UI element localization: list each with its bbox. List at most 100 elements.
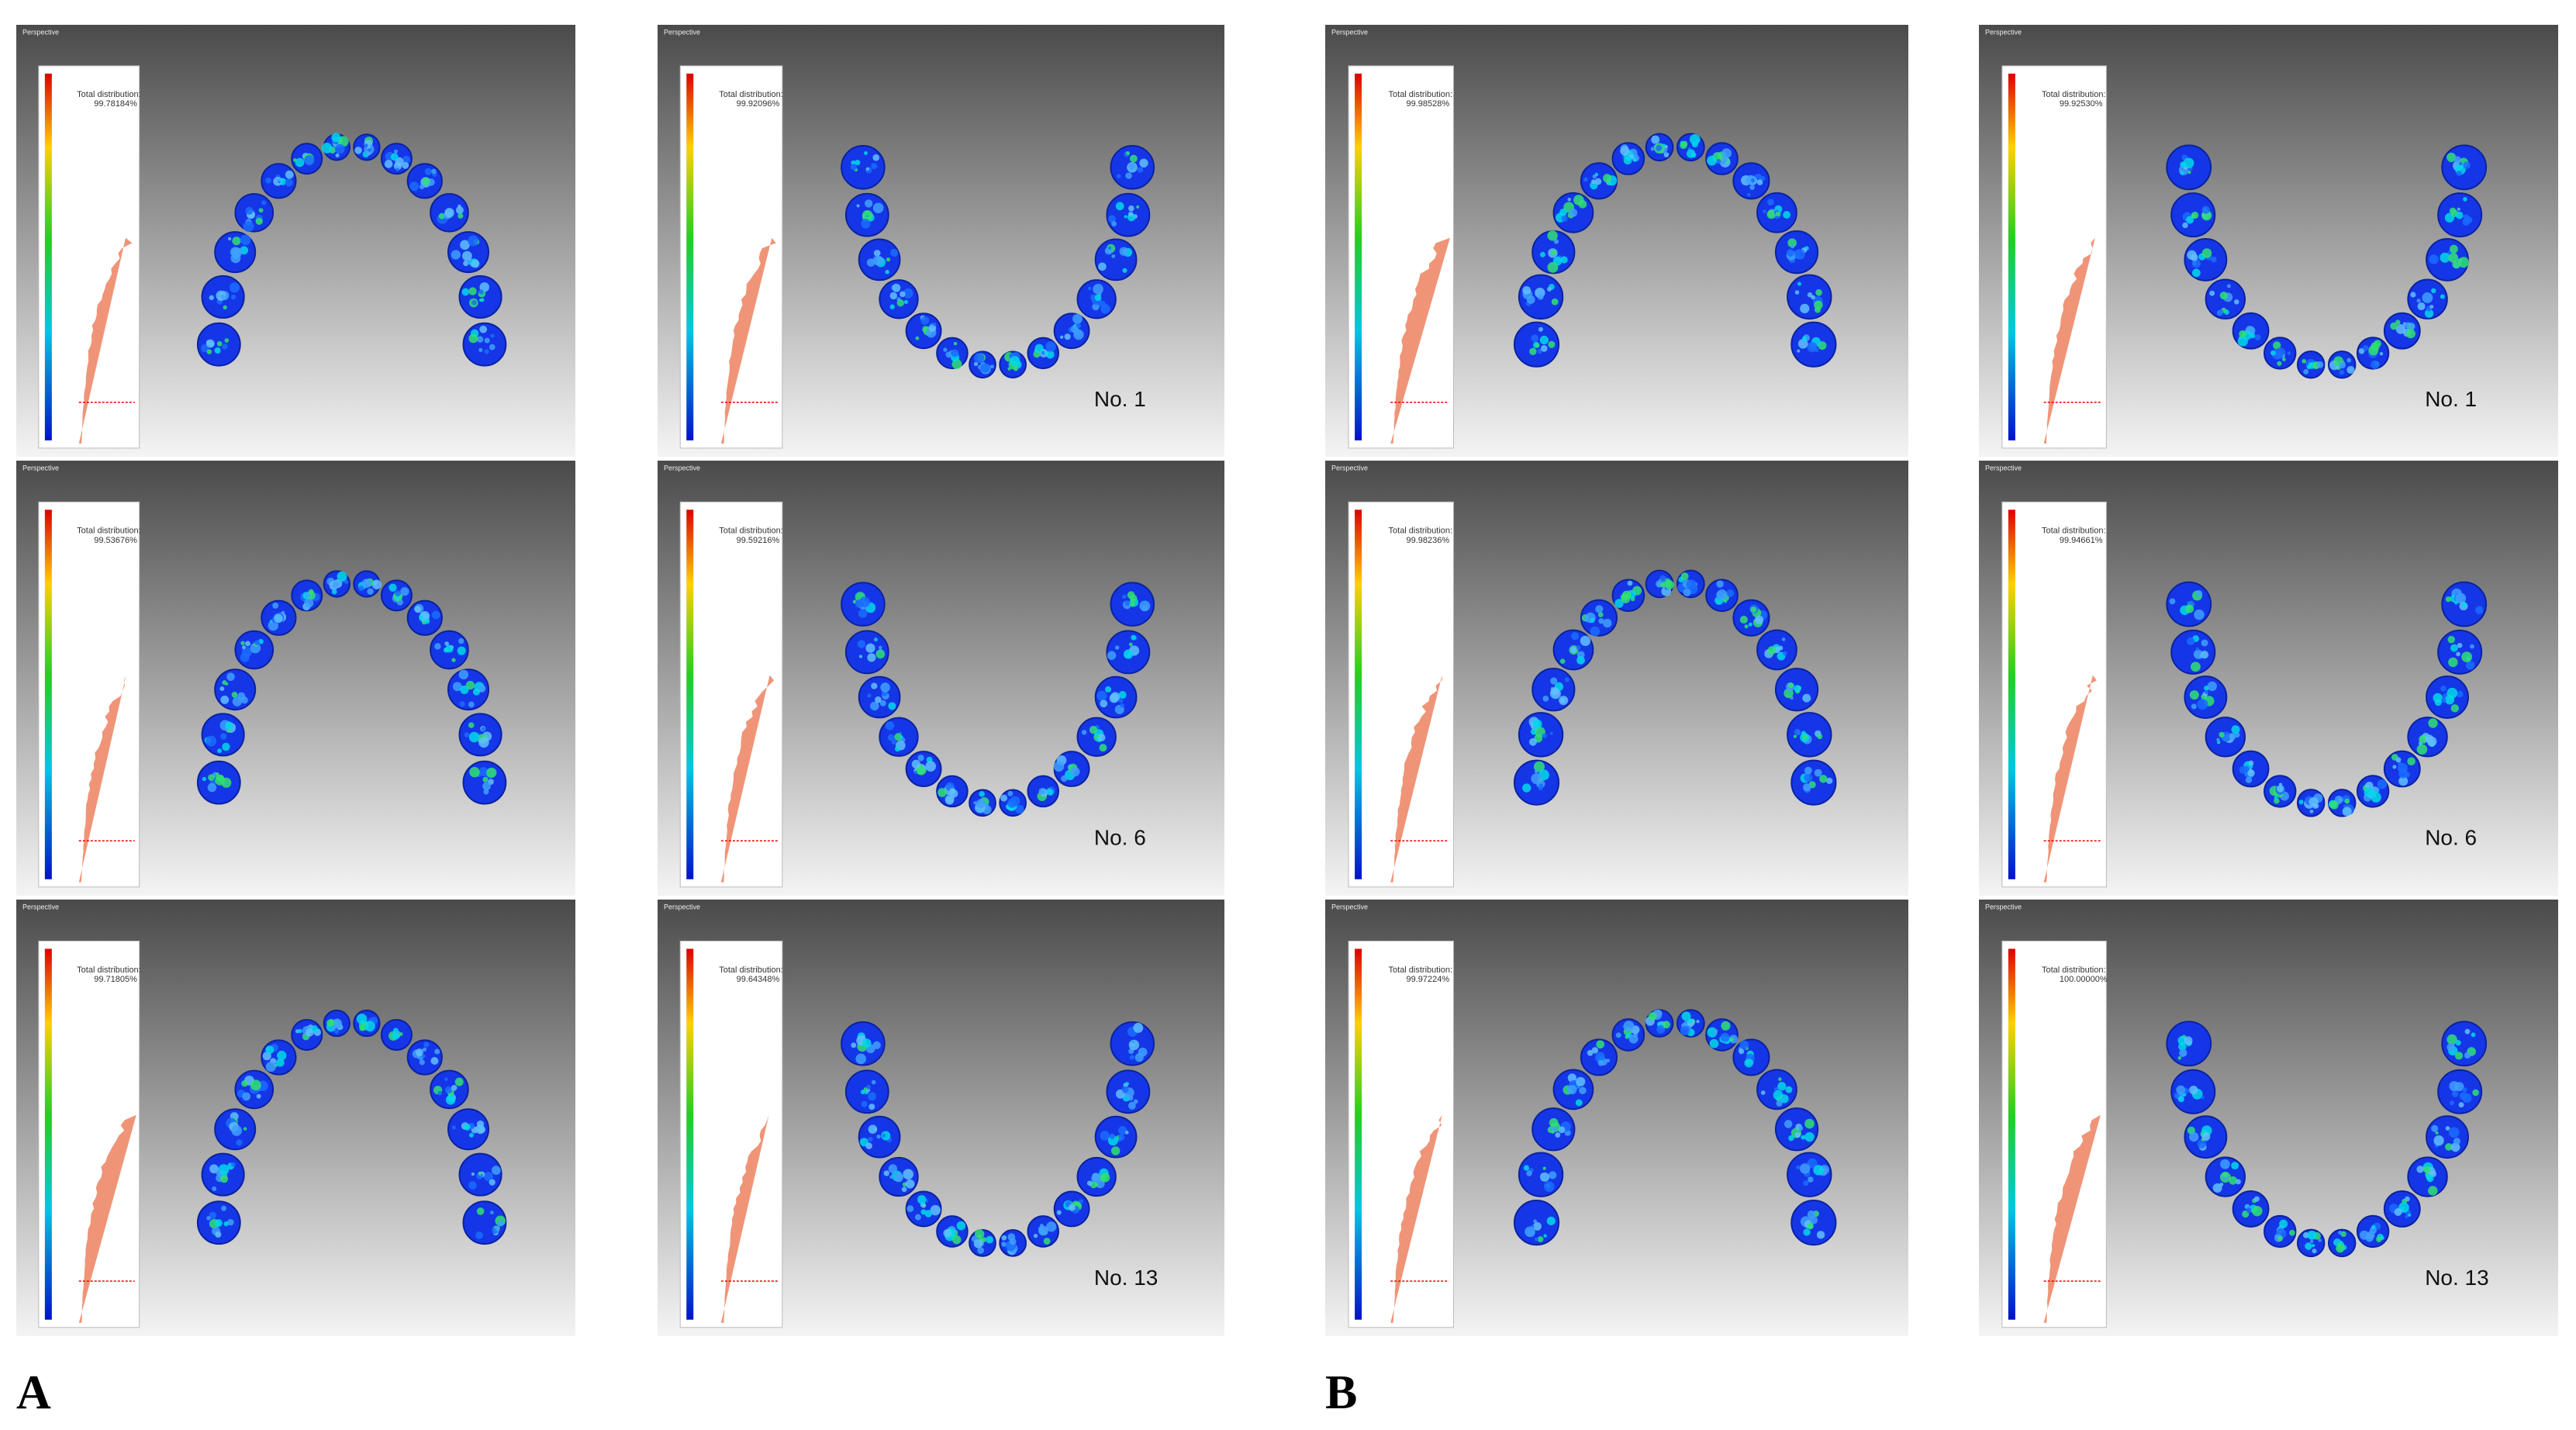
deviation-speck bbox=[1522, 285, 1531, 295]
deviation-speck bbox=[216, 1170, 221, 1176]
deviation-speck bbox=[390, 153, 399, 161]
deviation-speck bbox=[2447, 152, 2457, 162]
deviation-speck bbox=[468, 333, 478, 344]
deviation-speck bbox=[1569, 208, 1578, 217]
deviation-speck bbox=[240, 696, 248, 704]
deviation-speck bbox=[335, 153, 340, 157]
deviation-speck bbox=[1537, 1236, 1544, 1242]
deviation-speck bbox=[1691, 141, 1698, 148]
deviation-speck bbox=[1598, 618, 1604, 624]
deviation-speck bbox=[480, 298, 485, 302]
deviation-speck bbox=[2449, 1081, 2460, 1091]
distribution-percentage: 99.94661% bbox=[2060, 536, 2103, 545]
deviation-speck bbox=[851, 160, 856, 165]
perspective-label: Perspective bbox=[1985, 464, 2022, 471]
deviation-speck bbox=[2454, 1052, 2464, 1060]
deviation-speck bbox=[2308, 796, 2319, 807]
deviation-speck bbox=[1809, 1216, 1818, 1224]
deviation-speck bbox=[1533, 1219, 1538, 1224]
deviation-speck bbox=[894, 733, 903, 741]
deviation-speck bbox=[862, 1038, 872, 1048]
deviation-speck bbox=[240, 234, 251, 246]
histogram bbox=[720, 1114, 769, 1323]
distribution-label: Total distribution: bbox=[77, 90, 141, 99]
deviation-speck bbox=[468, 722, 475, 728]
deviation-speck bbox=[901, 1186, 907, 1193]
deviation-speck bbox=[1547, 261, 1559, 273]
deviation-speck bbox=[1739, 1040, 1749, 1050]
deviation-speck bbox=[1116, 174, 1121, 178]
deviation-speck bbox=[915, 336, 920, 340]
deviation-speck bbox=[1128, 642, 1133, 647]
distribution-percentage: 99.98236% bbox=[1407, 536, 1450, 545]
deviation-speck bbox=[1546, 1216, 1556, 1226]
deviation-speck bbox=[2201, 639, 2208, 647]
deviation-speck bbox=[2416, 744, 2428, 755]
color-bar bbox=[1355, 948, 1362, 1320]
deviation-speck bbox=[2273, 341, 2281, 350]
deviation-speck bbox=[2405, 329, 2415, 339]
histogram bbox=[2043, 1114, 2101, 1323]
deviation-speck bbox=[2459, 161, 2463, 166]
tooth bbox=[844, 630, 889, 675]
deviation-speck bbox=[1763, 209, 1766, 214]
deviation-speck bbox=[464, 1124, 471, 1131]
deviation-speck bbox=[873, 250, 881, 257]
deviation-speck bbox=[230, 1162, 236, 1167]
deviation-speck bbox=[1096, 734, 1100, 739]
deviation-speck bbox=[1656, 1024, 1666, 1034]
deviation-speck bbox=[2371, 1224, 2376, 1229]
deviation-speck bbox=[903, 288, 913, 299]
deviation-speck bbox=[2454, 600, 2458, 605]
deviation-speck bbox=[484, 349, 489, 354]
deviation-speck bbox=[1804, 773, 1813, 782]
deviation-speck bbox=[476, 336, 484, 343]
deviation-speck bbox=[2422, 292, 2433, 303]
deviation-speck bbox=[220, 294, 226, 300]
deviation-speck bbox=[2440, 252, 2450, 263]
deviation-speck bbox=[2226, 284, 2231, 288]
deviation-speck bbox=[1651, 135, 1660, 144]
deviation-speck bbox=[236, 1139, 243, 1146]
deviation-speck bbox=[2461, 651, 2473, 663]
deviation-speck bbox=[875, 649, 886, 659]
deviation-speck bbox=[1721, 1021, 1731, 1031]
deviation-speck bbox=[1070, 325, 1079, 333]
deviation-speck bbox=[2287, 351, 2291, 355]
deviation-speck bbox=[956, 1221, 966, 1231]
deviation-speck bbox=[864, 210, 870, 216]
deviation-speck bbox=[1118, 1126, 1127, 1135]
deviation-speck bbox=[1787, 248, 1794, 257]
deviation-speck bbox=[986, 1235, 994, 1244]
deviation-speck bbox=[1739, 1048, 1745, 1055]
color-bar bbox=[1355, 509, 1362, 879]
deviation-speck bbox=[1068, 1204, 1076, 1211]
deviation-speck bbox=[1567, 197, 1572, 202]
deviation-speck bbox=[2358, 347, 2365, 354]
deviation-speck bbox=[2394, 1208, 2402, 1217]
deviation-speck bbox=[1128, 211, 1134, 217]
deviation-speck bbox=[223, 1221, 229, 1227]
deviation-speck bbox=[2431, 1124, 2439, 1132]
scan-panel: Perspective Total distribution:99.98528% bbox=[1325, 25, 1908, 457]
deviation-speck bbox=[2239, 330, 2246, 338]
deviation-speck bbox=[2416, 1166, 2424, 1173]
perspective-label: Perspective bbox=[1331, 28, 1368, 36]
deviation-speck bbox=[2339, 361, 2346, 369]
deviation-speck bbox=[250, 642, 261, 654]
deviation-speck bbox=[1100, 699, 1108, 708]
deviation-speck bbox=[1045, 341, 1056, 352]
deviation-speck bbox=[2458, 257, 2470, 268]
deviation-speck bbox=[977, 1234, 982, 1239]
deviation-speck bbox=[1127, 1101, 1136, 1110]
deviation-speck bbox=[2177, 1096, 2184, 1103]
deviation-speck bbox=[2212, 1183, 2222, 1193]
deviation-speck bbox=[422, 1047, 427, 1052]
deviation-speck bbox=[217, 748, 223, 754]
deviation-speck bbox=[395, 595, 400, 600]
deviation-speck bbox=[423, 1041, 430, 1048]
deviation-speck bbox=[219, 733, 227, 740]
deviation-speck bbox=[430, 1057, 439, 1065]
deviation-speck bbox=[2220, 1159, 2230, 1169]
deviation-speck bbox=[497, 1220, 504, 1227]
